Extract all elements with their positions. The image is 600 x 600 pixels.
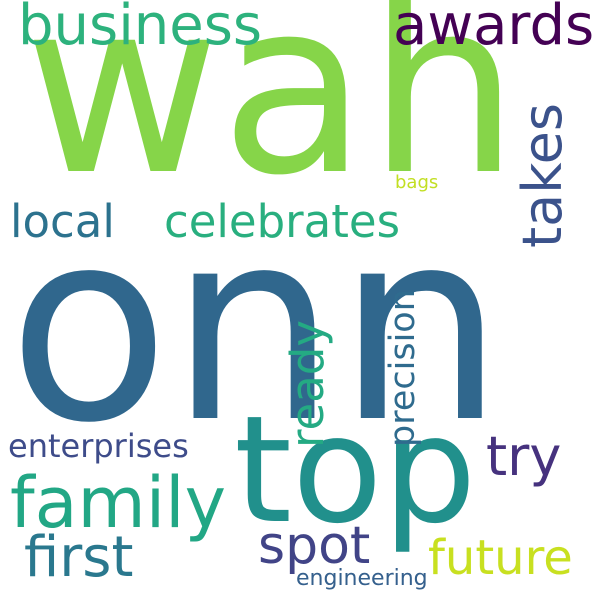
word-local: local — [10, 195, 115, 248]
word-precision: precision — [383, 289, 423, 447]
word-business: business — [18, 0, 263, 58]
word-future: future — [428, 530, 573, 586]
word-onn: onn — [8, 174, 505, 481]
word-takes: takes — [511, 103, 574, 248]
word-spot: spot — [258, 516, 371, 576]
word-bags: bags — [395, 172, 439, 193]
word-top: top — [234, 384, 477, 556]
word-celebrates: celebrates — [164, 195, 401, 248]
word-wah: wah — [24, 0, 520, 228]
word-engineering: engineering — [296, 566, 428, 591]
word-ready: ready — [281, 320, 334, 448]
word-awards: awards — [393, 0, 595, 58]
word-try: try — [486, 425, 562, 488]
word-enterprises: enterprises — [8, 427, 189, 465]
word-family: family — [10, 462, 227, 544]
word-first: first — [24, 525, 134, 590]
